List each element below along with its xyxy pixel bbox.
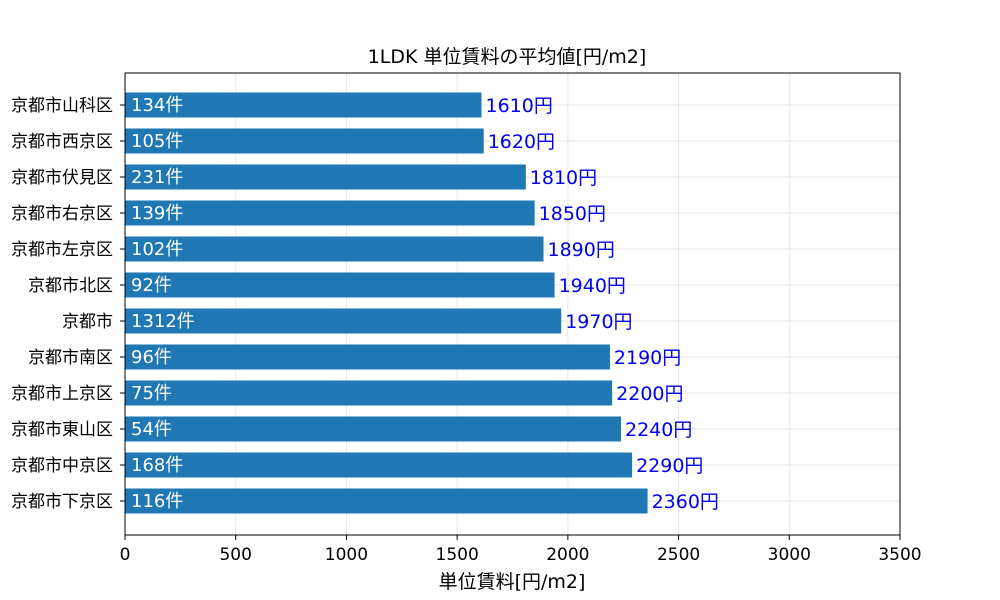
y-category-label: 京都市上京区	[11, 384, 113, 404]
bar	[125, 416, 621, 442]
bars: 134件 1610円 105件 1620円 231件 1810円 139件 1850円 102件…	[125, 92, 719, 514]
x-tick-label: 1000	[325, 545, 368, 565]
bar-value-label: 2360円	[652, 491, 719, 513]
bar	[125, 272, 555, 298]
bar-value-label: 1970円	[565, 311, 632, 333]
x-tick-label: 3500	[878, 545, 921, 565]
plot-frame	[124, 72, 901, 536]
bar-count-label: 168件	[131, 455, 183, 476]
y-category-label: 京都市山科区	[11, 96, 113, 116]
x-tick-label: 2500	[657, 545, 700, 565]
bar-count-label: 134件	[131, 95, 183, 116]
y-category-label: 京都市左京区	[11, 240, 113, 260]
y-category-label: 京都市北区	[28, 276, 113, 296]
chart-title: 1LDK 単位賃料の平均値[円/m2]	[368, 46, 647, 68]
bar	[125, 308, 562, 334]
y-category-label: 京都市下京区	[11, 492, 113, 512]
bar-value-label: 1850円	[539, 203, 606, 225]
bar-value-label: 2240円	[625, 419, 692, 441]
bar	[125, 128, 484, 154]
y-category-label: 京都市西京区	[11, 132, 113, 152]
x-tick-label: 3000	[768, 545, 811, 565]
y-category-label: 京都市伏見区	[11, 168, 113, 188]
x-axis-label: 単位賃料[円/m2]	[439, 571, 586, 593]
bar	[125, 236, 544, 262]
y-category-label: 京都市	[62, 312, 113, 332]
bar-value-label: 1940円	[559, 275, 626, 297]
bar-count-label: 231件	[131, 167, 183, 188]
bar-count-label: 105件	[131, 131, 183, 152]
y-category-label: 京都市南区	[28, 348, 113, 368]
x-tick-label: 500	[219, 545, 251, 565]
bar-count-label: 92件	[131, 275, 172, 296]
bar-value-label: 1620円	[488, 131, 555, 153]
x-tick-label: 1500	[436, 545, 479, 565]
x-tick-label: 0	[120, 545, 131, 565]
bar-count-label: 75件	[131, 383, 172, 404]
y-category-label: 京都市東山区	[11, 420, 113, 440]
y-category-label: 京都市中京区	[11, 456, 113, 476]
y-category-label: 京都市右京区	[11, 204, 113, 224]
bar-count-label: 1312件	[131, 311, 195, 332]
bar-value-label: 1610円	[486, 95, 553, 117]
x-axis-ticks: 0 500 1000 1500 2000 2500 3000 3500	[120, 535, 922, 565]
bar-count-label: 102件	[131, 239, 183, 260]
bar-value-label: 2290円	[636, 455, 703, 477]
bar-value-label: 1890円	[548, 239, 615, 261]
bar	[125, 164, 526, 190]
y-axis-category-labels: 京都市山科区京都市西京区京都市伏見区京都市右京区京都市左京区京都市北区京都市京都…	[11, 96, 125, 512]
bar-count-label: 139件	[131, 203, 183, 224]
bar-value-label: 1810円	[530, 167, 597, 189]
bar-value-label: 2200円	[616, 383, 683, 405]
bar-value-label: 2190円	[614, 347, 681, 369]
x-tick-label: 2000	[546, 545, 589, 565]
bar	[125, 344, 610, 370]
bar-count-label: 54件	[131, 419, 172, 440]
bar	[125, 452, 633, 478]
bar	[125, 380, 613, 406]
bar-count-label: 96件	[131, 347, 172, 368]
bar	[125, 200, 535, 226]
bar	[125, 92, 482, 118]
bar	[125, 488, 648, 514]
bar-count-label: 116件	[131, 491, 183, 512]
